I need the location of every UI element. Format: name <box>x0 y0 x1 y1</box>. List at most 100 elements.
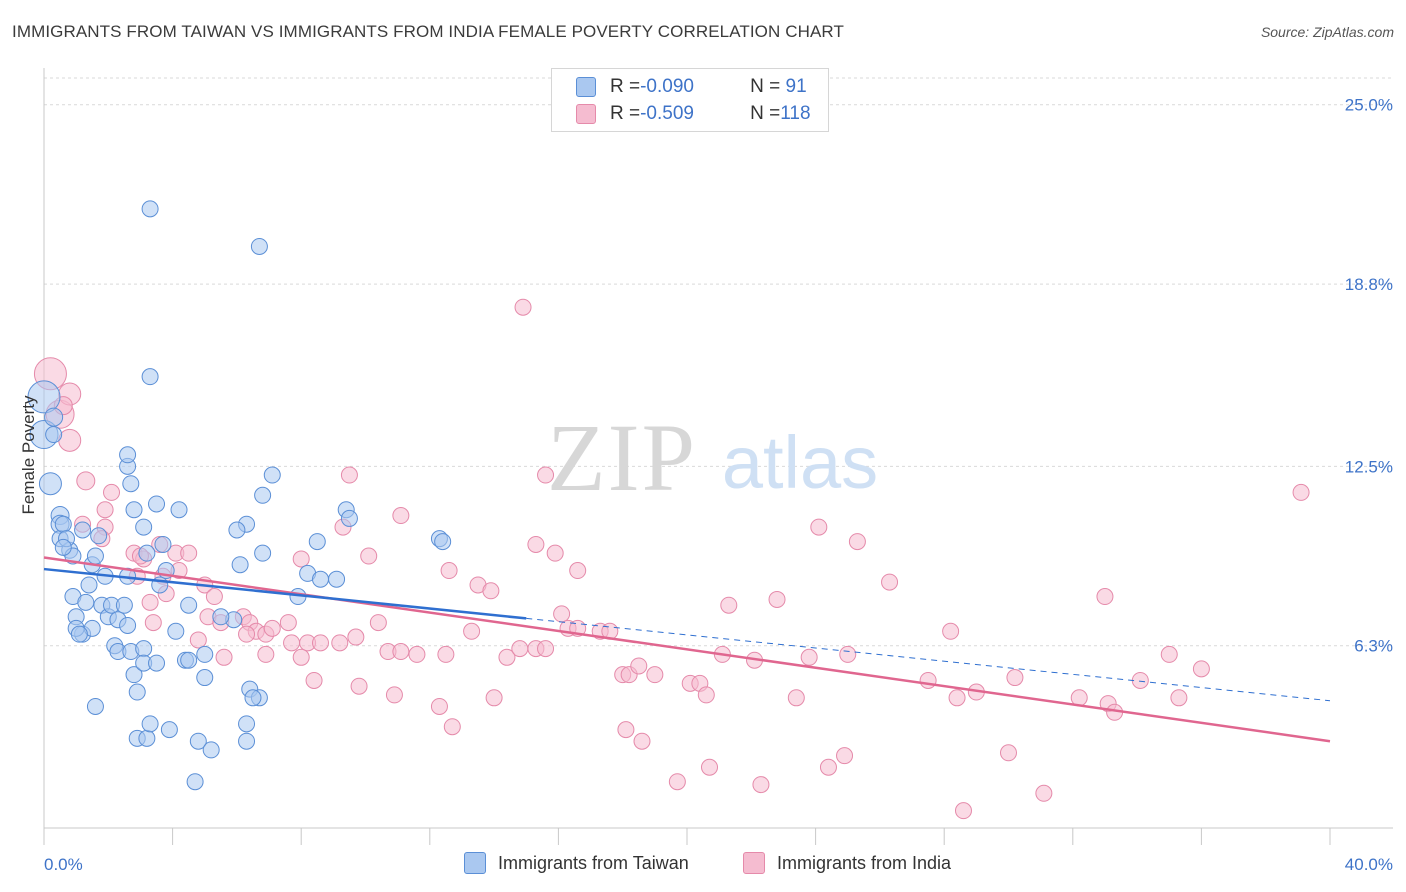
taiwan-point <box>86 547 104 565</box>
taiwan-point <box>308 533 326 551</box>
india-point <box>360 547 378 565</box>
india-point <box>800 648 818 666</box>
india-point <box>279 614 297 632</box>
taiwan-point <box>141 715 159 733</box>
taiwan-point <box>77 593 95 611</box>
taiwan-point <box>138 544 156 562</box>
india-point <box>58 428 82 452</box>
india-point <box>954 802 972 820</box>
taiwan-point <box>244 689 262 707</box>
legend-item-india[interactable]: Immigrants from India <box>743 852 951 874</box>
taiwan-point <box>90 527 108 545</box>
taiwan-point <box>238 732 256 750</box>
legend-item-taiwan[interactable]: Immigrants from Taiwan <box>464 852 689 874</box>
india-point <box>1170 689 1188 707</box>
legend-india-swatch <box>743 852 765 874</box>
india-point <box>819 758 837 776</box>
india-point <box>238 625 256 643</box>
taiwan-point <box>186 773 204 791</box>
india-point <box>752 776 770 794</box>
india-point <box>668 773 686 791</box>
india-point <box>430 697 448 715</box>
taiwan-r-value: -0.090 <box>640 76 694 97</box>
chart-source: Source: ZipAtlas.com <box>1260 24 1394 40</box>
india-point <box>144 614 162 632</box>
y-axis-label: Female Poverty <box>19 395 38 515</box>
india-point <box>263 619 281 637</box>
taiwan-point <box>231 556 249 574</box>
y-tick-label: 6.3% <box>1354 637 1393 656</box>
correlation-legend: R = -0.090 N = 91 R = -0.509 N = 118 <box>551 68 829 132</box>
taiwan-point <box>148 654 166 672</box>
taiwan-point <box>141 368 159 386</box>
x-tick-label: 0.0% <box>44 855 83 874</box>
india-point <box>437 645 455 663</box>
taiwan-point <box>160 721 178 739</box>
india-point <box>919 671 937 689</box>
taiwan-points <box>27 200 452 791</box>
trend-lines <box>43 556 1331 743</box>
india-point <box>697 686 715 704</box>
india-point <box>553 605 571 623</box>
taiwan-point <box>212 608 230 626</box>
india-point <box>569 562 587 580</box>
taiwan-point <box>328 570 346 588</box>
india-point <box>440 562 458 580</box>
taiwan-point <box>115 596 133 614</box>
india-point <box>482 582 500 600</box>
india-point <box>617 721 635 739</box>
india-point <box>141 593 159 611</box>
india-point <box>463 622 481 640</box>
india-point <box>347 628 365 646</box>
india-point <box>189 631 207 649</box>
taiwan-point <box>27 380 61 414</box>
taiwan-point <box>125 501 143 519</box>
india-point <box>948 689 966 707</box>
taiwan-trend-line <box>43 567 527 620</box>
taiwan-point <box>154 535 172 553</box>
y-tick-labels: 6.3% 12.5% 18.8% 25.0% <box>1345 96 1393 656</box>
india-point <box>537 640 555 658</box>
india-point <box>340 466 358 484</box>
x-tick-labels: 0.0% 40.0% <box>44 855 1393 874</box>
india-point <box>839 645 857 663</box>
india-point <box>205 588 223 606</box>
watermark: ZIP atlas <box>547 404 878 511</box>
india-point <box>76 471 96 491</box>
india-point <box>292 648 310 666</box>
india-r-label: R = <box>610 103 641 124</box>
taiwan-point <box>54 538 72 556</box>
india-points <box>33 298 1310 820</box>
india-point <box>485 689 503 707</box>
india-n-value: 118 <box>780 103 811 124</box>
taiwan-n-label: N = <box>750 76 781 97</box>
india-point <box>215 648 233 666</box>
taiwan-point <box>141 200 159 218</box>
india-point <box>257 645 275 663</box>
taiwan-point <box>70 625 88 643</box>
taiwan-point <box>119 616 137 634</box>
legend-row-india: R = -0.509 N = 118 <box>576 101 811 127</box>
taiwan-point <box>128 683 146 701</box>
taiwan-point <box>263 466 281 484</box>
taiwan-point <box>180 596 198 614</box>
taiwan-point <box>54 515 72 533</box>
india-point <box>630 657 648 675</box>
taiwan-point <box>254 486 272 504</box>
india-point <box>305 671 323 689</box>
taiwan-point <box>340 509 358 527</box>
india-point <box>369 614 387 632</box>
india-point <box>633 732 651 750</box>
y-tick-label: 25.0% <box>1345 96 1393 115</box>
chart-title: IMMIGRANTS FROM TAIWAN VS IMMIGRANTS FRO… <box>12 22 844 41</box>
taiwan-point <box>45 426 63 444</box>
india-point <box>720 596 738 614</box>
legend-india-label: Immigrants from India <box>777 852 952 873</box>
india-point <box>1096 588 1114 606</box>
india-point <box>836 747 854 765</box>
india-point <box>443 718 461 736</box>
y-tick-label: 18.8% <box>1345 275 1393 294</box>
india-point <box>848 533 866 551</box>
taiwan-point <box>80 576 98 594</box>
india-point <box>787 689 805 707</box>
